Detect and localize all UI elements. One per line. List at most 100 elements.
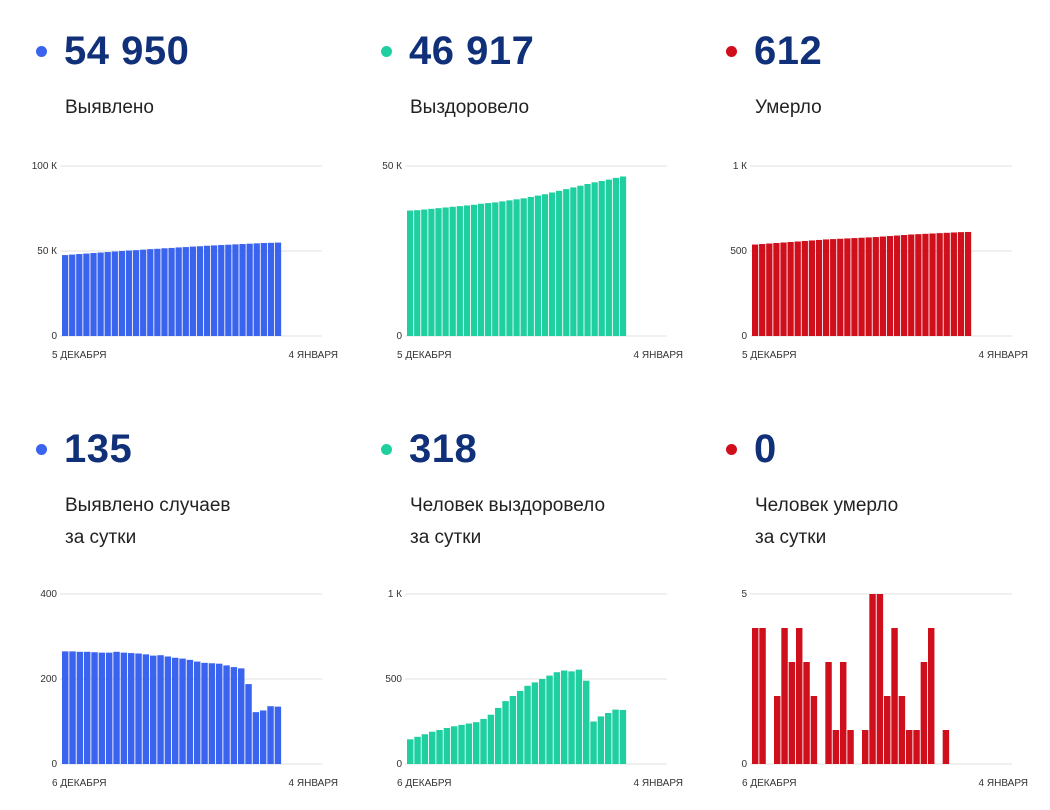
bar bbox=[407, 210, 414, 336]
stat-panel: 135 Выявлено случаев за сутки 0 200 400 6 ДЕКА… bbox=[30, 420, 360, 810]
bar bbox=[128, 653, 135, 764]
stat-label: Выявлено bbox=[65, 92, 154, 124]
y-tick-label: 50 К bbox=[37, 246, 57, 257]
bar bbox=[584, 184, 591, 336]
bar bbox=[915, 234, 922, 336]
bar bbox=[246, 243, 253, 336]
bar bbox=[844, 238, 851, 336]
stat-label-line: Выявлено случаев bbox=[65, 495, 231, 516]
y-tick-label: 50 К bbox=[382, 161, 402, 172]
bar bbox=[517, 690, 524, 764]
x-tick-label-end: 4 ЯНВАРЯ bbox=[634, 778, 683, 789]
stat-panel: 54 950 Выявлено 0 50 К 100 К 5 ДЕКАБРЯ 4 ЯНВАР… bbox=[30, 22, 360, 412]
y-tick-label: 0 bbox=[51, 331, 57, 342]
stat-label-line: Выздоровело bbox=[410, 97, 530, 118]
y-tick-label: 5 bbox=[741, 589, 747, 600]
bar bbox=[175, 247, 182, 336]
stat-label-line: за сутки bbox=[410, 527, 482, 548]
bar bbox=[230, 667, 238, 764]
bar bbox=[575, 669, 583, 764]
bar bbox=[480, 718, 487, 764]
bar bbox=[619, 176, 627, 336]
stat-panel: 318 Человек выздоровело за сутки 0 500 1 К 6 Д… bbox=[375, 420, 705, 810]
bar-chart: 0 500 1 К 5 ДЕКАБРЯ 4 ЯНВАРЯ bbox=[730, 161, 1028, 361]
bar bbox=[851, 238, 858, 336]
bar bbox=[548, 192, 556, 336]
bar bbox=[884, 696, 891, 764]
bar-chart: 0 500 1 К 6 ДЕКАБРЯ 4 ЯНВАРЯ bbox=[385, 589, 683, 789]
bar bbox=[232, 244, 239, 336]
bar bbox=[541, 194, 549, 336]
bar bbox=[929, 233, 936, 336]
bar bbox=[922, 233, 929, 336]
x-tick-label-start: 5 ДЕКАБРЯ bbox=[397, 350, 452, 361]
y-tick-label: 500 bbox=[385, 674, 402, 685]
stat-label: Человек умерло за сутки bbox=[755, 490, 898, 554]
bar bbox=[908, 234, 915, 336]
bar bbox=[442, 207, 449, 336]
bar bbox=[539, 679, 546, 764]
y-tick-label: 1 К bbox=[733, 161, 747, 172]
bar bbox=[942, 730, 950, 764]
bar bbox=[619, 709, 627, 764]
bar bbox=[106, 652, 113, 764]
bar bbox=[76, 651, 84, 764]
bar bbox=[135, 653, 142, 764]
bar bbox=[62, 651, 69, 765]
bar bbox=[752, 244, 759, 336]
bar bbox=[216, 663, 223, 764]
bar bbox=[808, 240, 816, 336]
bar bbox=[898, 696, 906, 764]
x-tick-label-end: 4 ЯНВАРЯ bbox=[634, 350, 683, 361]
bar bbox=[421, 209, 428, 336]
bar bbox=[774, 696, 781, 764]
bar bbox=[509, 696, 517, 764]
bar bbox=[182, 247, 189, 336]
bar bbox=[429, 731, 436, 764]
stat-panel: 612 Умерло 0 500 1 К 5 ДЕКАБРЯ 4 ЯНВАРЯ bbox=[720, 22, 1050, 412]
bar bbox=[449, 206, 456, 336]
bar bbox=[473, 722, 480, 764]
bar bbox=[773, 243, 780, 336]
bar bbox=[766, 243, 773, 336]
bar bbox=[436, 730, 443, 764]
bar bbox=[815, 239, 823, 336]
bar bbox=[83, 253, 90, 336]
stat-label: Человек выздоровело за сутки bbox=[410, 490, 605, 554]
y-tick-label: 0 bbox=[741, 759, 747, 770]
bar-chart: 0 50 К 5 ДЕКАБРЯ 4 ЯНВАРЯ bbox=[382, 161, 683, 361]
bar bbox=[546, 675, 553, 764]
bar bbox=[879, 236, 886, 336]
bar bbox=[862, 730, 869, 764]
bar bbox=[147, 249, 154, 336]
bar bbox=[840, 662, 847, 764]
x-tick-label-start: 6 ДЕКАБРЯ bbox=[742, 778, 797, 789]
bar bbox=[590, 721, 597, 764]
bar bbox=[534, 195, 541, 336]
bar bbox=[513, 199, 520, 336]
x-tick-label-end: 4 ЯНВАРЯ bbox=[979, 778, 1028, 789]
bar bbox=[218, 245, 225, 336]
bar bbox=[91, 652, 98, 764]
bar bbox=[957, 232, 965, 336]
bar bbox=[414, 210, 421, 336]
y-tick-label: 0 bbox=[741, 331, 747, 342]
bar bbox=[245, 684, 252, 764]
bar bbox=[794, 241, 801, 336]
bar bbox=[428, 208, 435, 336]
bar bbox=[274, 242, 282, 336]
bar bbox=[203, 245, 211, 336]
bar bbox=[253, 243, 260, 336]
bar bbox=[477, 203, 485, 336]
bar bbox=[194, 661, 201, 764]
bar bbox=[563, 189, 570, 336]
bar bbox=[865, 237, 872, 336]
bar bbox=[456, 206, 463, 336]
bar bbox=[111, 251, 118, 336]
stat-value: 135 bbox=[64, 427, 133, 471]
x-tick-label-start: 6 ДЕКАБРЯ bbox=[397, 778, 452, 789]
stat-label-line: за сутки bbox=[65, 527, 137, 548]
bar bbox=[901, 235, 908, 336]
bar bbox=[796, 628, 803, 764]
bar bbox=[520, 198, 527, 336]
